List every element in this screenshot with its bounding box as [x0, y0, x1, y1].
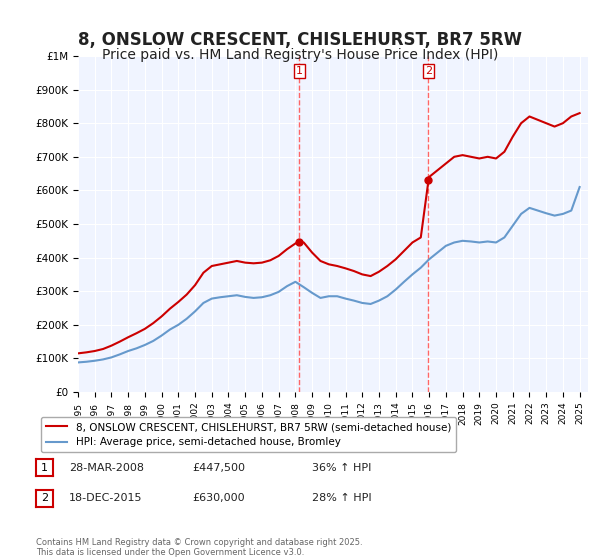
- Text: 1: 1: [296, 66, 303, 76]
- Text: Price paid vs. HM Land Registry's House Price Index (HPI): Price paid vs. HM Land Registry's House …: [102, 48, 498, 62]
- Text: 18-DEC-2015: 18-DEC-2015: [69, 493, 143, 503]
- Text: 8, ONSLOW CRESCENT, CHISLEHURST, BR7 5RW: 8, ONSLOW CRESCENT, CHISLEHURST, BR7 5RW: [78, 31, 522, 49]
- Text: 28-MAR-2008: 28-MAR-2008: [69, 463, 144, 473]
- Text: 36% ↑ HPI: 36% ↑ HPI: [312, 463, 371, 473]
- Text: 1: 1: [41, 463, 48, 473]
- Text: Contains HM Land Registry data © Crown copyright and database right 2025.
This d: Contains HM Land Registry data © Crown c…: [36, 538, 362, 557]
- Text: £447,500: £447,500: [192, 463, 245, 473]
- Text: 28% ↑ HPI: 28% ↑ HPI: [312, 493, 371, 503]
- Text: 2: 2: [41, 493, 48, 503]
- Legend: 8, ONSLOW CRESCENT, CHISLEHURST, BR7 5RW (semi-detached house), HPI: Average pri: 8, ONSLOW CRESCENT, CHISLEHURST, BR7 5RW…: [41, 417, 456, 452]
- Text: 2: 2: [425, 66, 432, 76]
- Text: £630,000: £630,000: [192, 493, 245, 503]
